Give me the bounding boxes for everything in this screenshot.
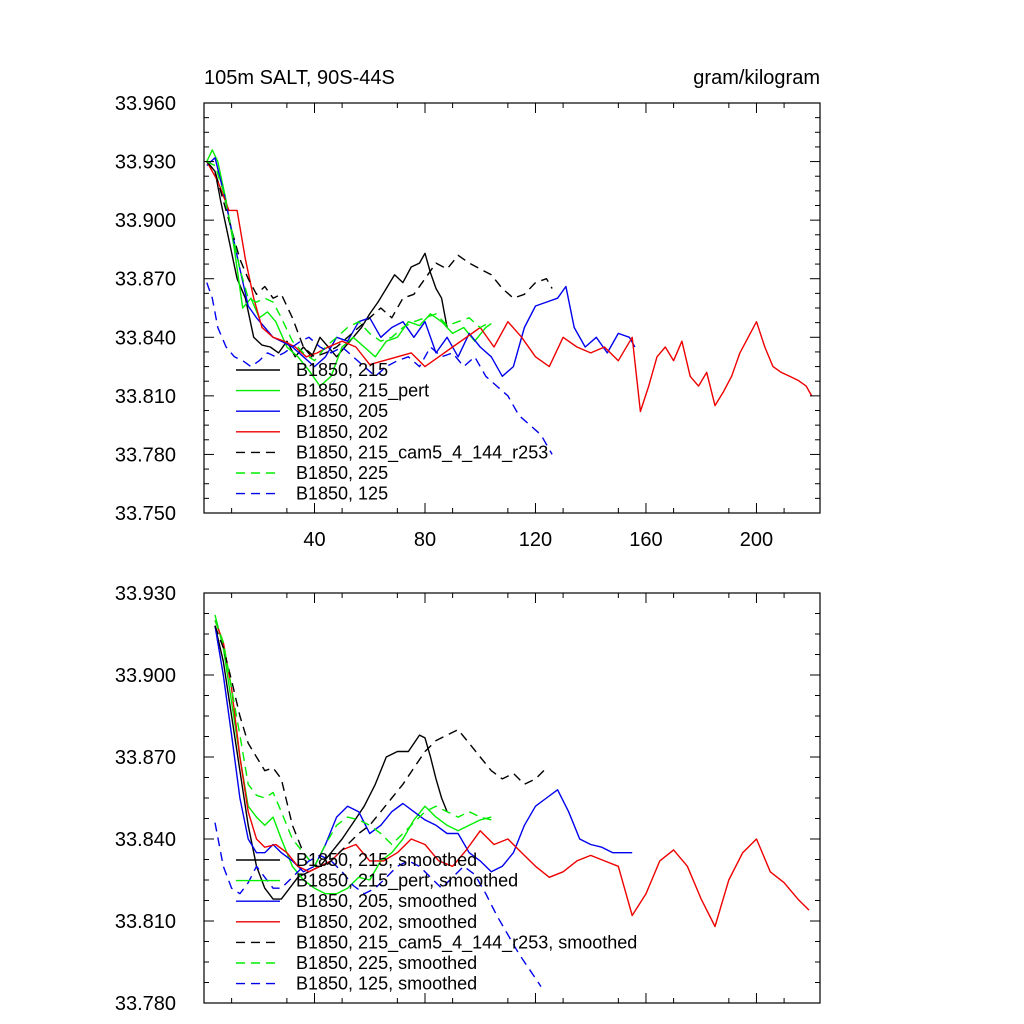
- series-line-b1850-202: [206, 161, 813, 413]
- legend-label: B1850, 125, smoothed: [296, 974, 477, 994]
- legend-label: B1850, 202, smoothed: [296, 912, 477, 932]
- legend-label: B1850, 125: [296, 484, 388, 504]
- y-tick-label: 33.870: [115, 747, 176, 769]
- y-tick-label: 33.810: [115, 386, 176, 408]
- y-tick-label: 33.930: [115, 152, 176, 174]
- x-tick-label: 200: [740, 529, 773, 551]
- legend-label: B1850, 202: [296, 422, 388, 442]
- series-line-b1850-215-pert-smoothed: [214, 614, 492, 895]
- series-line-b1850-202-smoothed: [214, 620, 810, 928]
- legend-label: B1850, 205, smoothed: [296, 891, 477, 911]
- legend-label: B1850, 225, smoothed: [296, 953, 477, 973]
- legend-label: B1850, 225: [296, 463, 388, 483]
- y-tick-label: 33.750: [115, 503, 176, 525]
- y-tick-label: 33.840: [115, 327, 176, 349]
- chart-units: gram/kilogram: [693, 67, 820, 89]
- x-tick-label: 120: [519, 529, 552, 551]
- series-line-b1850-205-smoothed: [214, 625, 633, 873]
- chart-bottom: 33.780 33.810 33.840 33.870 33.900 33.930 B18…: [115, 583, 821, 1015]
- series-layer: [206, 149, 813, 455]
- series-line-b1850-225: [206, 160, 492, 362]
- legend-label: B1850, 215_pert, smoothed: [296, 871, 518, 892]
- axis-layer: 40 80 120 160 200 33.750 33.780 33.810 33.840 33.…: [115, 93, 820, 551]
- y-tick-label: 33.930: [115, 583, 176, 605]
- chart-top: 105m SALT, 90S-44S gram/kilogram 40 80 120…: [115, 67, 821, 551]
- y-tick-label: 33.840: [115, 829, 176, 851]
- series-line-b1850-215-pert: [206, 149, 492, 387]
- series-line-b1850-215-cam5-4-144-r253: [206, 161, 553, 358]
- series-layer: [214, 614, 810, 987]
- legend-label: B1850, 215_cam5_4_144_r253, smoothed: [296, 932, 637, 953]
- series-line-b1850-225-smoothed: [214, 620, 492, 867]
- y-tick-label: 33.870: [115, 269, 176, 291]
- y-tick-label: 33.780: [115, 993, 176, 1015]
- y-tick-label: 33.810: [115, 911, 176, 933]
- x-tick-label: 160: [629, 529, 662, 551]
- legend-label: B1850, 215: [296, 360, 388, 380]
- x-tick-label: 80: [414, 529, 436, 551]
- series-line-b1850-215-smoothed: [214, 625, 448, 900]
- y-tick-label: 33.900: [115, 665, 176, 687]
- y-tick-label: 33.900: [115, 210, 176, 232]
- legend-label: B1850, 205: [296, 401, 388, 421]
- series-line-b1850-215: [206, 161, 448, 358]
- x-tick-label: 40: [303, 529, 325, 551]
- legend-label: B1850, 215_pert: [296, 381, 429, 402]
- series-line-b1850-215-cam5-4-144-r253-smoothed: [214, 625, 547, 867]
- legend-label: B1850, 215, smoothed: [296, 850, 477, 870]
- series-line-b1850-125: [206, 282, 553, 455]
- series-line-b1850-125-smoothed: [214, 822, 542, 987]
- legend-label: B1850, 215_cam5_4_144_r253: [296, 442, 548, 463]
- y-tick-label: 33.780: [115, 444, 176, 466]
- chart-title: 105m SALT, 90S-44S: [204, 67, 395, 89]
- series-line-b1850-205: [206, 156, 636, 377]
- axis-layer: 33.780 33.810 33.840 33.870 33.900 33.930: [115, 583, 820, 1015]
- y-tick-label: 33.960: [115, 93, 176, 115]
